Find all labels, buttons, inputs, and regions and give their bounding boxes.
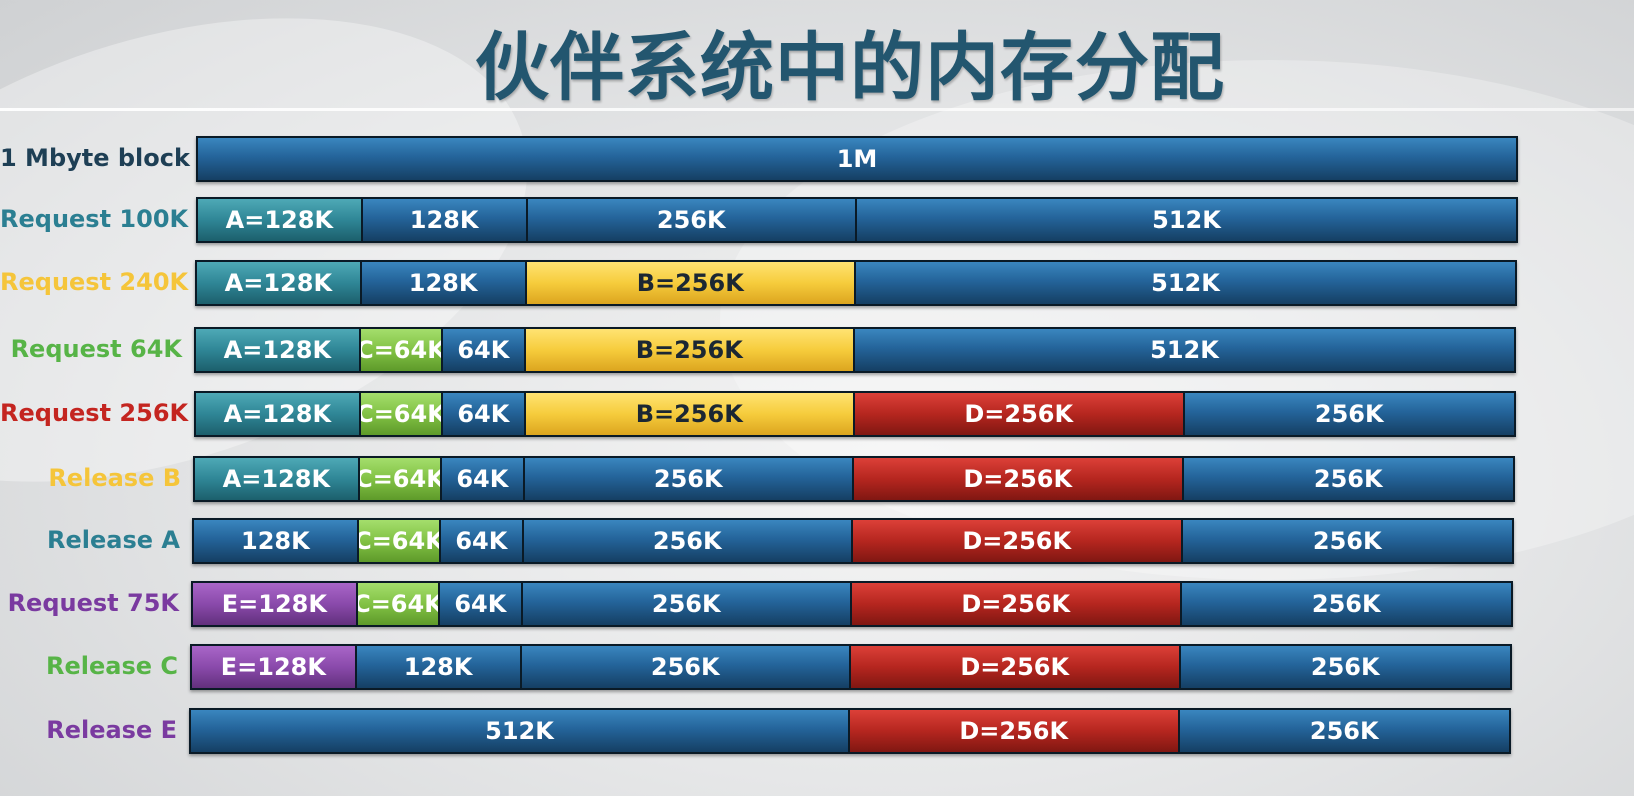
- allocated-block-c: C=64K: [357, 583, 441, 625]
- free-block: 256K: [1181, 583, 1511, 625]
- allocated-block-d: D=256K: [850, 710, 1180, 752]
- free-block: 256K: [1180, 646, 1510, 688]
- free-block: 256K: [524, 458, 854, 500]
- memory-block-bar: 128K C=64K 64K 256K D=256K 256K: [192, 518, 1514, 564]
- free-block: 64K: [440, 583, 523, 625]
- free-block: 128K: [356, 646, 522, 688]
- allocated-block-e: E=128K: [192, 646, 357, 688]
- allocated-block-d: D=256K: [851, 646, 1181, 688]
- free-block: 256K: [1184, 393, 1514, 435]
- free-block: 256K: [1183, 458, 1513, 500]
- free-block: 256K: [1179, 710, 1509, 752]
- allocated-block-d: D=256K: [854, 458, 1184, 500]
- row-label: 1 Mbyte block: [0, 144, 190, 172]
- row-label: Release B: [48, 464, 181, 492]
- free-block: 256K: [522, 583, 852, 625]
- memory-block-bar: A=128K 128K B=256K 512K: [195, 260, 1517, 306]
- row-label: Release C: [46, 652, 178, 680]
- memory-block-bar: A=128K C=64K 64K B=256K D=256K 256K: [194, 391, 1516, 437]
- allocated-block-c: C=64K: [360, 329, 444, 371]
- row-label: Request 100K: [0, 205, 189, 233]
- allocated-block-d: D=256K: [855, 393, 1185, 435]
- allocated-block-e: E=128K: [193, 583, 358, 625]
- allocated-block-c: C=64K: [359, 458, 443, 500]
- memory-block-bar: 1M: [196, 136, 1518, 182]
- row-label: Request 240K: [0, 268, 189, 296]
- memory-block-bar: A=128K C=64K 64K B=256K 512K: [194, 327, 1516, 373]
- allocated-block-d: D=256K: [852, 583, 1182, 625]
- free-block: 256K: [527, 199, 857, 241]
- row-label: Release A: [47, 526, 180, 554]
- allocated-block-d: D=256K: [853, 520, 1183, 562]
- free-block: 128K: [194, 520, 359, 562]
- free-block: 128K: [361, 262, 527, 304]
- free-block: 256K: [521, 646, 851, 688]
- allocated-block-a: A=128K: [196, 329, 361, 371]
- free-block: 128K: [362, 199, 528, 241]
- free-block: 64K: [441, 520, 524, 562]
- memory-block-bar: A=128K 128K 256K 512K: [196, 197, 1518, 243]
- memory-block-bar: E=128K 128K 256K D=256K 256K: [190, 644, 1512, 690]
- memory-block-bar: 512K D=256K 256K: [189, 708, 1511, 754]
- allocated-block-a: A=128K: [197, 262, 362, 304]
- free-block: 64K: [443, 393, 526, 435]
- allocated-block-b: B=256K: [525, 329, 855, 371]
- allocated-block-a: A=128K: [195, 458, 360, 500]
- allocated-block-c: C=64K: [358, 520, 442, 562]
- free-block: 512K: [191, 710, 850, 752]
- memory-block-bar: E=128K C=64K 64K 256K D=256K 256K: [191, 581, 1513, 627]
- page-title: 伙伴系统中的内存分配: [475, 25, 1225, 111]
- row-label: Request 75K: [7, 589, 179, 617]
- title-divider: [0, 108, 1634, 111]
- allocated-block-c: C=64K: [360, 393, 444, 435]
- row-label: Release E: [46, 716, 177, 744]
- row-label: Request 256K: [0, 399, 189, 427]
- free-block: 1M: [198, 138, 1516, 180]
- free-block: 512K: [855, 329, 1514, 371]
- free-block: 64K: [443, 329, 526, 371]
- allocated-block-b: B=256K: [525, 393, 855, 435]
- allocated-block-a: A=128K: [196, 393, 361, 435]
- allocated-block-b: B=256K: [526, 262, 856, 304]
- free-block: 512K: [857, 199, 1516, 241]
- memory-block-bar: A=128K C=64K 64K 256K D=256K 256K: [193, 456, 1515, 502]
- free-block: 256K: [1182, 520, 1512, 562]
- row-label: Request 64K: [10, 335, 182, 363]
- free-block: 512K: [856, 262, 1515, 304]
- free-block: 64K: [442, 458, 525, 500]
- free-block: 256K: [523, 520, 853, 562]
- allocated-block-a: A=128K: [198, 199, 363, 241]
